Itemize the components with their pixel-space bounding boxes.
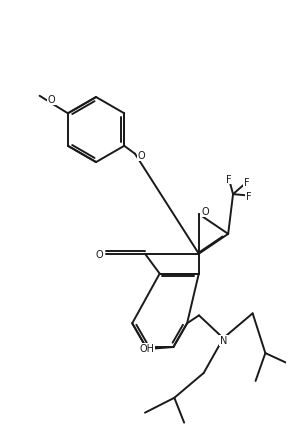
Text: F: F [226,174,231,184]
Text: O: O [201,207,209,217]
Text: F: F [246,191,251,201]
Text: OH: OH [139,344,154,354]
Text: O: O [96,249,103,259]
Text: O: O [137,151,145,161]
Text: O: O [48,95,55,105]
Text: N: N [220,336,227,345]
Text: F: F [244,178,249,188]
